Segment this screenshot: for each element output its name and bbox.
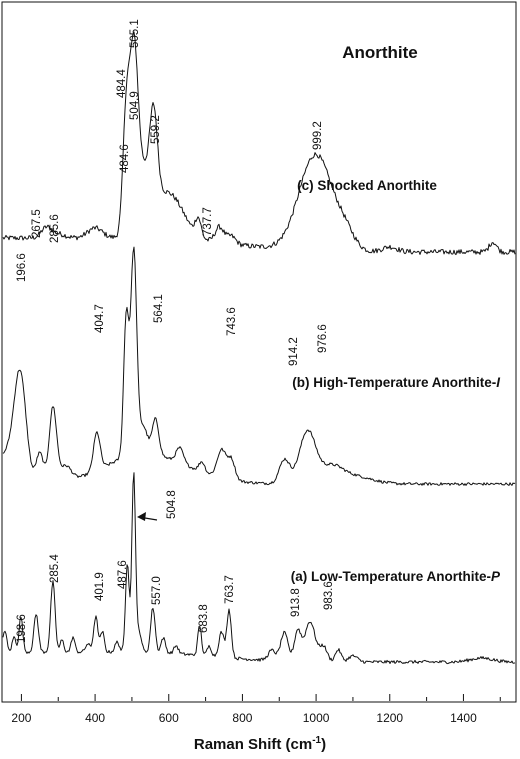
x-tick-label-400: 400 bbox=[85, 711, 105, 725]
peak-label-c-1: 484.4 bbox=[116, 69, 128, 98]
series-label-c: (c) Shocked Anorthite bbox=[297, 178, 437, 193]
series-label-b: (b) High-Temperature Anorthite-I bbox=[292, 375, 500, 390]
peak-label-b-5: 564.1 bbox=[153, 294, 165, 323]
peak-label-a-8: 913.8 bbox=[290, 588, 302, 617]
x-tick-label-200: 200 bbox=[11, 711, 31, 725]
peak-label-b-2: 404.7 bbox=[94, 304, 106, 333]
series-label-b-prefix: (b) High-Temperature Anorthite- bbox=[292, 375, 496, 390]
peak-label-b-6: 743.6 bbox=[226, 307, 238, 336]
peak-label-b-1: 285.6 bbox=[49, 214, 61, 243]
series-label-b-suffix: I bbox=[496, 375, 500, 390]
peak-label-a-9: 983.6 bbox=[323, 581, 335, 610]
x-axis-title-end: ) bbox=[321, 736, 326, 753]
peak-label-c-4: 737.7 bbox=[202, 207, 214, 236]
x-tick-label-600: 600 bbox=[159, 711, 179, 725]
peak-label-a-0: 198.6 bbox=[16, 614, 28, 643]
x-axis-title-main: Raman Shift (cm bbox=[194, 736, 312, 753]
peak-label-a-5: 557.0 bbox=[151, 576, 163, 605]
peak-label-a-1: 285.4 bbox=[49, 554, 61, 583]
series-label-a-prefix: (a) Low-Temperature Anorthite- bbox=[291, 569, 491, 584]
peak-label-b-0: 196.6 bbox=[16, 253, 28, 282]
peak-label-a-7: 763.7 bbox=[224, 575, 236, 604]
spectrum-line-c bbox=[2, 31, 516, 256]
x-tick-label-1200: 1200 bbox=[376, 711, 403, 725]
series-label-a: (a) Low-Temperature Anorthite-P bbox=[291, 569, 501, 584]
series-label-a-suffix: P bbox=[491, 569, 501, 584]
spectrum-line-a bbox=[2, 472, 516, 665]
peak-label-c-5: 999.2 bbox=[312, 121, 324, 150]
x-tick-label-1000: 1000 bbox=[303, 711, 330, 725]
peak-label-b-4: 504.9 bbox=[129, 91, 141, 120]
peak-label-a-3: 487.6 bbox=[117, 560, 129, 589]
x-tick-label-1400: 1400 bbox=[450, 711, 477, 725]
plot-frame bbox=[1, 1, 517, 703]
x-tick-label-800: 800 bbox=[232, 711, 252, 725]
peak-label-b-3: 484.6 bbox=[119, 144, 131, 173]
peak-label-c-2: 505.1 bbox=[129, 19, 141, 48]
peak-label-a-6: 683.8 bbox=[198, 604, 210, 633]
arrowhead-504-8 bbox=[137, 512, 146, 521]
peak-label-c-0: 267.5 bbox=[31, 209, 43, 238]
peak-label-b-7: 914.2 bbox=[288, 337, 300, 366]
peak-label-a-4: 504.8 bbox=[166, 490, 178, 519]
x-axis-title-sup: -1 bbox=[312, 735, 321, 746]
peak-label-a-2: 401.9 bbox=[94, 572, 106, 601]
spectrum-line-b bbox=[2, 246, 516, 486]
peak-label-b-8: 976.6 bbox=[317, 324, 329, 353]
x-axis-title: Raman Shift (cm-1) bbox=[194, 735, 326, 753]
chart-title: Anorthite bbox=[342, 43, 418, 62]
peak-label-c-3: 559.2 bbox=[150, 115, 162, 144]
